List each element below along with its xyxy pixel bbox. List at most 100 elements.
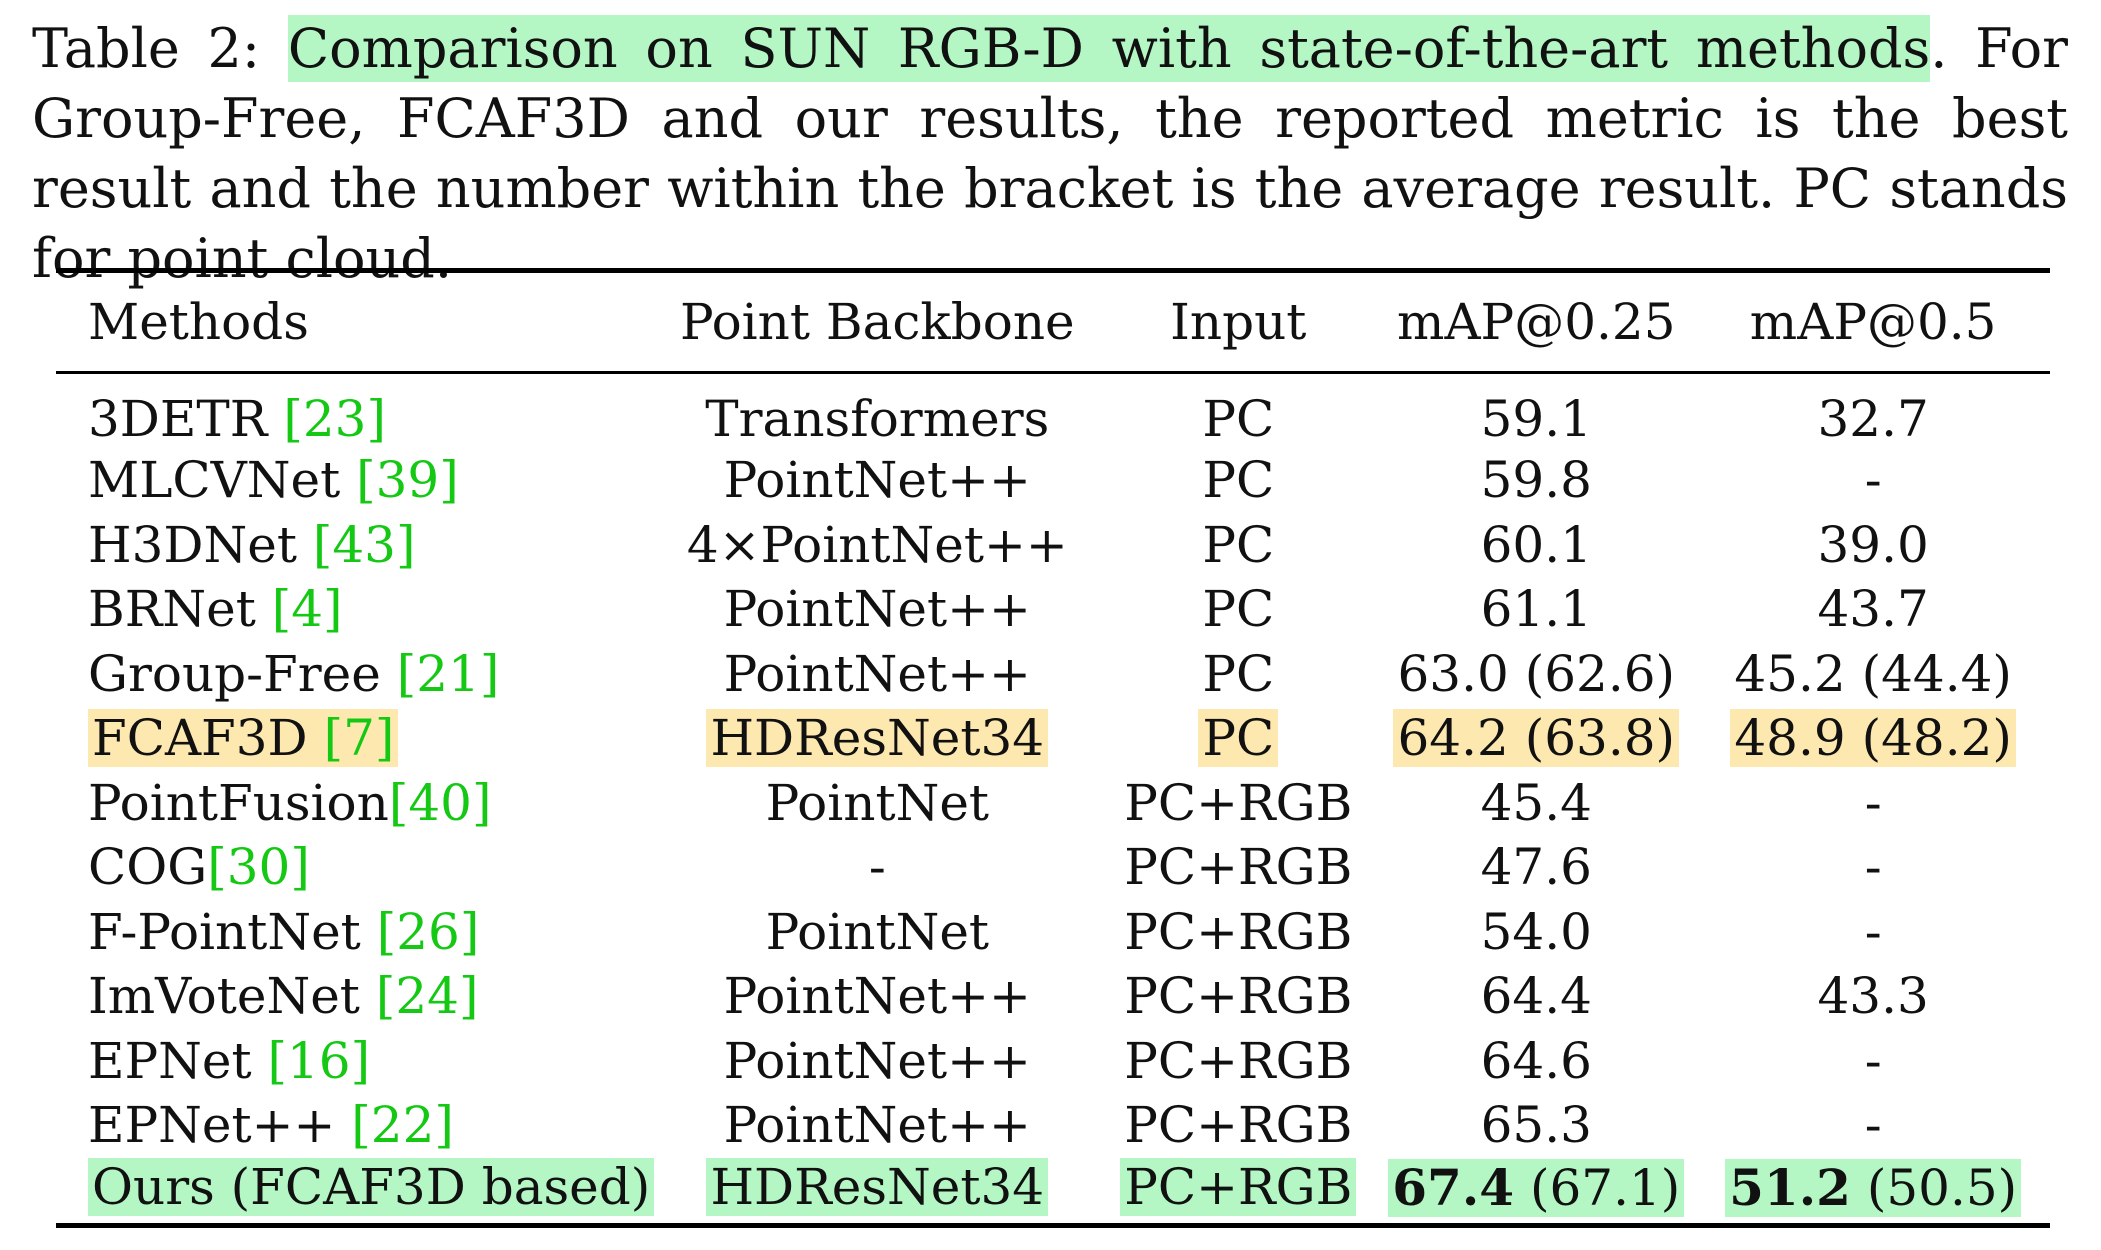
metric-wrap: - [1865, 838, 1882, 896]
metric-best: 47.6 [1480, 838, 1592, 897]
table-row: BRNet [4] PointNet++ PC 61.1 43.7 [56, 577, 2050, 642]
metric-average: (50.5) [1866, 1158, 2018, 1217]
backbone-value: PointNet++ [723, 1031, 1031, 1090]
cell-input: PC [1100, 642, 1376, 707]
metric-best: 63.0 [1397, 644, 1509, 703]
metric-wrap: 59.8 [1481, 451, 1592, 509]
metric-best: 45.2 [1734, 644, 1846, 703]
input-value: PC+RGB [1124, 838, 1353, 897]
metric-best: 59.1 [1480, 390, 1592, 448]
cell-backbone: PointNet [654, 771, 1100, 836]
cell-map50: - [1696, 448, 2050, 513]
cell-input: PC [1100, 513, 1376, 578]
cell-input: PC+RGB [1100, 964, 1376, 1029]
metric-average: (48.2) [1861, 709, 2012, 768]
input-value: PC [1198, 709, 1279, 768]
input-value: PC [1202, 390, 1275, 448]
cell-map25: 60.1 [1376, 513, 1696, 578]
method-sep [297, 516, 313, 574]
backbone-value: PointNet [765, 902, 989, 961]
method-wrap: 3DETR [23] [88, 390, 386, 448]
citation-link: [26] [376, 902, 480, 961]
metric-best: 51.2 [1729, 1157, 1851, 1217]
metric-wrap: 47.6 [1481, 838, 1592, 896]
backbone-value: PointNet++ [723, 644, 1031, 703]
header-map50: mAP@0.5 [1749, 293, 1997, 351]
cell-method: 3DETR [23] [56, 373, 654, 448]
method-sep [256, 580, 272, 638]
input-value: PC [1202, 580, 1275, 639]
method-wrap: COG[30] [88, 838, 310, 896]
cell-method: EPNet [16] [56, 1029, 654, 1094]
metric-best: - [1864, 1096, 1882, 1155]
metric-best: 64.2 [1397, 709, 1509, 768]
metric-wrap: 54.0 [1481, 903, 1592, 961]
table-row: COG[30] - PC+RGB 47.6 - [56, 835, 2050, 900]
cell-map50: - [1696, 1093, 2050, 1158]
cell-map50: 39.0 [1696, 513, 2050, 578]
cell-backbone: PointNet++ [654, 1093, 1100, 1158]
method-wrap: MLCVNet [39] [88, 451, 459, 509]
cell-method: EPNet++ [22] [56, 1093, 654, 1158]
cell-map25: 64.4 [1376, 964, 1696, 1029]
cell-method: PointFusion[40] [56, 771, 654, 836]
cell-map50: 45.2 (44.4) [1696, 642, 2050, 707]
cell-input: PC [1100, 373, 1376, 448]
cell-method: F-PointNet [26] [56, 900, 654, 965]
table-row: FCAF3D [7] HDResNet34 PC 64.2 (63.8) 48.9 (4… [56, 706, 2050, 771]
cell-map25: 59.1 [1376, 373, 1696, 448]
input-value: PC+RGB [1124, 773, 1353, 832]
cell-input: PC [1100, 706, 1376, 771]
table-row: ImVoteNet [24] PointNet++ PC+RGB 64.4 43.3 [56, 964, 2050, 1029]
table-row: Group-Free [21] PointNet++ PC 63.0 (62.6) 45… [56, 642, 2050, 707]
metric-wrap: 51.2 (50.5) [1725, 1157, 2022, 1217]
citation-link: [39] [356, 451, 459, 510]
cell-backbone: PointNet [654, 900, 1100, 965]
metric-wrap: 43.3 [1817, 967, 1928, 1025]
metric-best: 45.4 [1480, 773, 1592, 832]
metric-wrap: 32.7 [1817, 390, 1928, 448]
metric-average: (44.4) [1861, 644, 2012, 703]
citation-link: [7] [323, 709, 395, 768]
metric-wrap: - [1865, 1032, 1882, 1090]
citation-link: [40] [388, 773, 492, 832]
input-value: PC [1202, 451, 1275, 510]
method-name: F-PointNet [88, 902, 361, 961]
cell-method: H3DNet [43] [56, 513, 654, 578]
cell-map25: 64.2 (63.8) [1376, 706, 1696, 771]
metric-average: (63.8) [1524, 709, 1676, 768]
method-name: H3DNet [88, 515, 297, 574]
method-name: Ours (FCAF3D based) [92, 1158, 651, 1216]
method-sep [340, 451, 356, 509]
cell-map25: 65.3 [1376, 1093, 1696, 1158]
method-wrap: H3DNet [43] [88, 516, 415, 574]
metric-wrap: 61.1 [1481, 580, 1592, 638]
cell-map25: 59.8 [1376, 448, 1696, 513]
backbone-value: PointNet++ [723, 580, 1031, 639]
cell-backbone: - [654, 835, 1100, 900]
method-sep [335, 1096, 351, 1154]
method-name: MLCVNet [88, 451, 341, 510]
cell-input: PC+RGB [1100, 771, 1376, 836]
metric-wrap: 65.3 [1481, 1096, 1592, 1154]
method-sep [360, 967, 376, 1025]
cell-backbone: HDResNet34 [654, 706, 1100, 771]
header-input: Input [1170, 293, 1307, 351]
cell-input: PC+RGB [1100, 900, 1376, 965]
citation-link: [21] [396, 644, 500, 703]
cell-map50: 51.2 (50.5) [1696, 1158, 2050, 1226]
metric-best: 65.3 [1480, 1096, 1592, 1155]
method-wrap: ImVoteNet [24] [88, 967, 478, 1025]
method-wrap: EPNet [16] [88, 1032, 370, 1090]
backbone-value: HDResNet34 [706, 709, 1049, 768]
method-name: COG [88, 838, 208, 897]
table-row: Ours (FCAF3D based) HDResNet34 PC+RGB 67.4 … [56, 1158, 2050, 1226]
metric-wrap: 67.4 (67.1) [1388, 1158, 1685, 1217]
table-row: F-PointNet [26] PointNet PC+RGB 54.0 - [56, 900, 2050, 965]
input-value: PC+RGB [1124, 967, 1353, 1026]
metric-wrap: 60.1 [1481, 516, 1592, 574]
metric-average: (67.1) [1529, 1158, 1681, 1217]
metric-wrap: - [1865, 1096, 1882, 1154]
backbone-value: HDResNet34 [706, 1158, 1049, 1216]
backbone-value: PointNet++ [723, 451, 1031, 510]
